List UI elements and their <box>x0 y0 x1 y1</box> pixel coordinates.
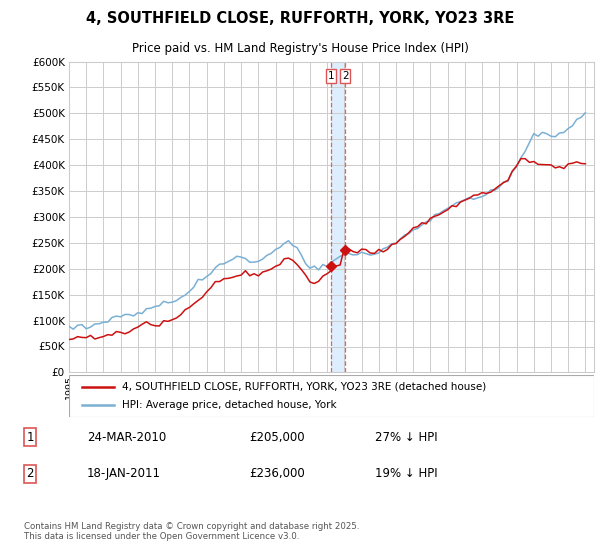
Text: 24-MAR-2010: 24-MAR-2010 <box>87 431 166 444</box>
Text: 1: 1 <box>328 71 334 81</box>
Text: 27% ↓ HPI: 27% ↓ HPI <box>375 431 437 444</box>
Text: 1: 1 <box>26 431 34 444</box>
FancyBboxPatch shape <box>69 375 594 417</box>
Text: HPI: Average price, detached house, York: HPI: Average price, detached house, York <box>121 400 336 410</box>
Text: 2: 2 <box>342 71 349 81</box>
Text: 4, SOUTHFIELD CLOSE, RUFFORTH, YORK, YO23 3RE (detached house): 4, SOUTHFIELD CLOSE, RUFFORTH, YORK, YO2… <box>121 381 486 391</box>
Text: 2: 2 <box>26 467 34 480</box>
Bar <box>331 62 345 372</box>
Text: 4, SOUTHFIELD CLOSE, RUFFORTH, YORK, YO23 3RE: 4, SOUTHFIELD CLOSE, RUFFORTH, YORK, YO2… <box>86 11 514 26</box>
Text: £236,000: £236,000 <box>249 467 305 480</box>
Text: £205,000: £205,000 <box>249 431 305 444</box>
Text: Contains HM Land Registry data © Crown copyright and database right 2025.
This d: Contains HM Land Registry data © Crown c… <box>24 522 359 541</box>
Text: Price paid vs. HM Land Registry's House Price Index (HPI): Price paid vs. HM Land Registry's House … <box>131 42 469 55</box>
Text: 19% ↓ HPI: 19% ↓ HPI <box>375 467 437 480</box>
Text: 18-JAN-2011: 18-JAN-2011 <box>87 467 161 480</box>
